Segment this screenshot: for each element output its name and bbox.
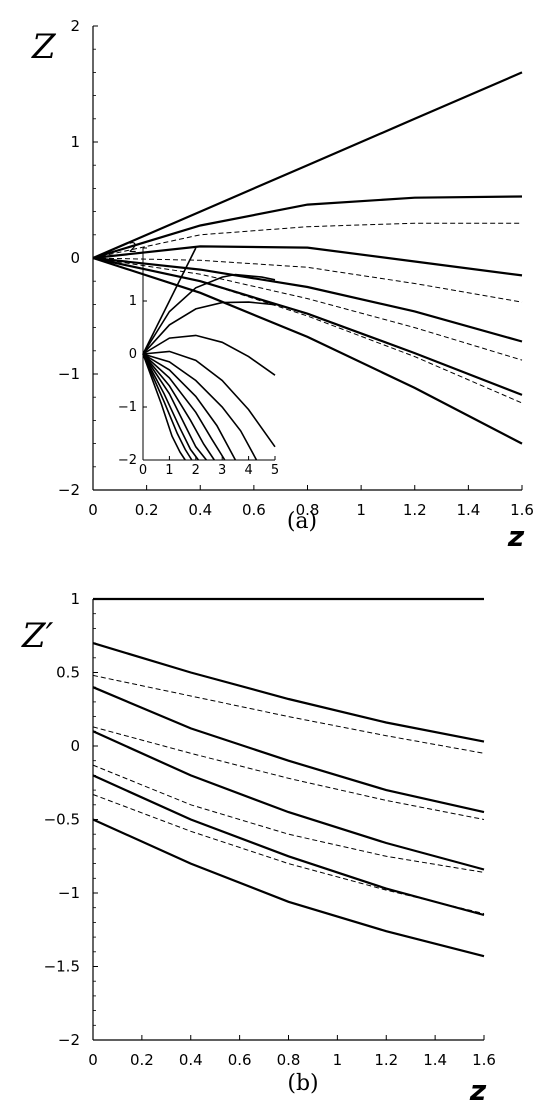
- inset-series-line-10: [142, 353, 208, 461]
- inset-series-line-9: [142, 353, 215, 461]
- x-tick-label: 0: [88, 1051, 98, 1069]
- y-tick-label: 1: [70, 133, 80, 151]
- x-tick-label: 0.6: [228, 1051, 252, 1069]
- inset-x-tick-label: 4: [244, 463, 252, 478]
- inset-x-tick-label: 0: [139, 463, 147, 478]
- x-tick-label: 1.4: [423, 1051, 447, 1069]
- series-line-5: [92, 726, 485, 820]
- series-line-1: [92, 71, 523, 260]
- y-tick-label: −2: [58, 481, 80, 499]
- x-axis-label: z: [507, 520, 525, 553]
- series-line-2: [92, 195, 523, 260]
- inset-series-line-12: [142, 353, 193, 461]
- inset-series-line-7: [142, 353, 237, 461]
- x-tick-label: 1: [356, 501, 366, 519]
- series-line-10: [92, 256, 523, 445]
- series-line-3: [92, 674, 485, 754]
- y-tick-label: 0.5: [56, 664, 80, 682]
- y-tick-label: −0.5: [44, 811, 80, 829]
- y-axis-label: Z′: [21, 616, 54, 656]
- x-tick-label: 1.4: [456, 501, 480, 519]
- y-tick-label: 0: [70, 249, 80, 267]
- x-tick-label: 1.2: [403, 501, 427, 519]
- y-tick-label: −2: [58, 1031, 80, 1049]
- inset-x-tick-label: 1: [165, 463, 173, 478]
- inset-y-tick-label: 2: [129, 241, 137, 256]
- x-tick-label: 0.8: [296, 501, 320, 519]
- inset-x-tick-label: 2: [192, 463, 200, 478]
- series-line-3: [92, 222, 522, 259]
- x-tick-label: 0.4: [188, 501, 212, 519]
- inset-series-line-13: [142, 353, 186, 461]
- series-line-8: [92, 774, 485, 917]
- series-line-6: [92, 730, 485, 871]
- x-tick-label: 0.6: [242, 501, 266, 519]
- y-tick-label: −1: [58, 365, 80, 383]
- panel-caption: (a): [287, 509, 317, 534]
- y-tick-label: −1.5: [44, 958, 80, 976]
- x-tick-label: 1.6: [472, 1051, 496, 1069]
- panel-caption: (b): [287, 1071, 318, 1096]
- x-axis-label: z: [469, 1074, 487, 1107]
- series-line-10: [92, 818, 485, 958]
- series-line-7: [92, 257, 523, 361]
- series-line-7: [92, 764, 485, 873]
- x-tick-label: 1: [333, 1051, 343, 1069]
- y-tick-label: 2: [70, 17, 80, 35]
- inset-series-line-1: [142, 247, 197, 355]
- inset-y-tick-label: −2: [118, 453, 137, 468]
- inset-series-line-2: [142, 273, 276, 355]
- y-tick-label: 1: [70, 590, 80, 608]
- series-line-2: [92, 642, 485, 743]
- x-tick-label: 1.2: [374, 1051, 398, 1069]
- y-tick-label: 0: [70, 737, 80, 755]
- inset-y-tick-label: 0: [129, 347, 137, 362]
- series-line-4: [92, 245, 523, 277]
- plot-panel-a: −2 −1 0 1 2 0 0.2 0.4 0.6 0.8 1 1.2 1.4 1.6 (a) Zz −2 −1 0…: [31, 17, 534, 553]
- x-tick-label: 1.6: [510, 501, 534, 519]
- x-tick-label: 0.2: [135, 501, 159, 519]
- x-tick-label: 0.8: [277, 1051, 301, 1069]
- series-line-4: [92, 686, 485, 814]
- y-axis-label: Z: [31, 27, 57, 67]
- y-tick-label: −1: [58, 884, 80, 902]
- x-tick-label: 0.2: [130, 1051, 154, 1069]
- inset-x-tick-label: 5: [271, 463, 279, 478]
- inset-y-tick-label: −1: [118, 400, 137, 415]
- inset-series-line-11: [142, 353, 200, 461]
- inset-series-line-6: [142, 353, 258, 461]
- x-tick-label: 0: [88, 501, 98, 519]
- series-line-9: [92, 257, 523, 404]
- inset-series-line-3: [142, 301, 276, 355]
- plot-panel-b: −2 −1.5 −1 −0.5 0 0.5 1 0 0.2 0.4 0.6 0.8 1 1.2 1.4 1.6…: [21, 590, 496, 1107]
- inset-x-tick-label: 3: [218, 463, 226, 478]
- x-tick-label: 0.4: [179, 1051, 203, 1069]
- inset-y-tick-label: 1: [129, 294, 137, 309]
- inset-series-line-4: [142, 334, 276, 376]
- inset-chart: −2 −1 0 1 2 0 1 2 3 4 5: [118, 241, 279, 478]
- inset-series-line-5: [142, 350, 276, 448]
- series-line-6: [92, 256, 523, 343]
- inset-series-line-8: [142, 353, 226, 461]
